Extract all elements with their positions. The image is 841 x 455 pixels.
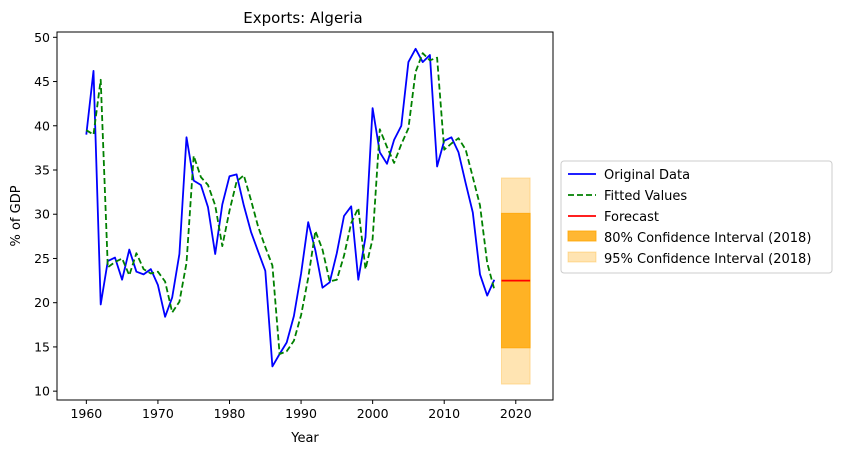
y-tick-label: 35 <box>34 163 50 178</box>
x-tick-label: 2020 <box>500 406 532 421</box>
legend-box <box>560 160 833 274</box>
x-tick-label: 2010 <box>428 406 460 421</box>
plot-frame <box>56 31 554 401</box>
y-tick-label: 25 <box>34 251 50 266</box>
legend-label-fitted-values: Fitted Values <box>604 189 687 204</box>
y-tick-label: 40 <box>34 118 50 133</box>
legend-swatch-ci80 <box>567 230 597 242</box>
chart-title: Exports: Algeria <box>243 9 362 27</box>
plot-area <box>85 47 531 385</box>
y-axis-title: % of GDP <box>9 185 24 246</box>
x-axis: 1960 1970 1980 1990 2000 2010 2020 <box>70 400 532 421</box>
y-tick-label: 30 <box>34 207 50 222</box>
legend-label-ci95: 95% Confidence Interval (2018) <box>604 252 811 267</box>
y-tick-label: 45 <box>34 74 50 89</box>
y-tick-label: 20 <box>34 295 50 310</box>
legend: Original Data Fitted Values Forecast 80%… <box>560 160 833 274</box>
x-tick-label: 1970 <box>142 406 174 421</box>
y-tick-label: 10 <box>34 384 50 399</box>
legend-label-forecast: Forecast <box>604 210 659 225</box>
y-tick-label: 50 <box>34 30 50 45</box>
x-tick-label: 1980 <box>214 406 246 421</box>
x-tick-label: 1990 <box>285 406 317 421</box>
y-axis: 10 15 20 25 30 35 40 45 50 <box>34 30 57 399</box>
legend-swatch-ci95 <box>567 251 597 263</box>
x-tick-label: 1960 <box>70 406 102 421</box>
x-axis-title: Year <box>290 431 319 446</box>
legend-label-original-data: Original Data <box>604 168 690 183</box>
y-tick-label: 15 <box>34 339 50 354</box>
series-line-original-data <box>85 47 496 368</box>
legend-label-ci80: 80% Confidence Interval (2018) <box>604 231 811 246</box>
x-tick-label: 2000 <box>357 406 389 421</box>
